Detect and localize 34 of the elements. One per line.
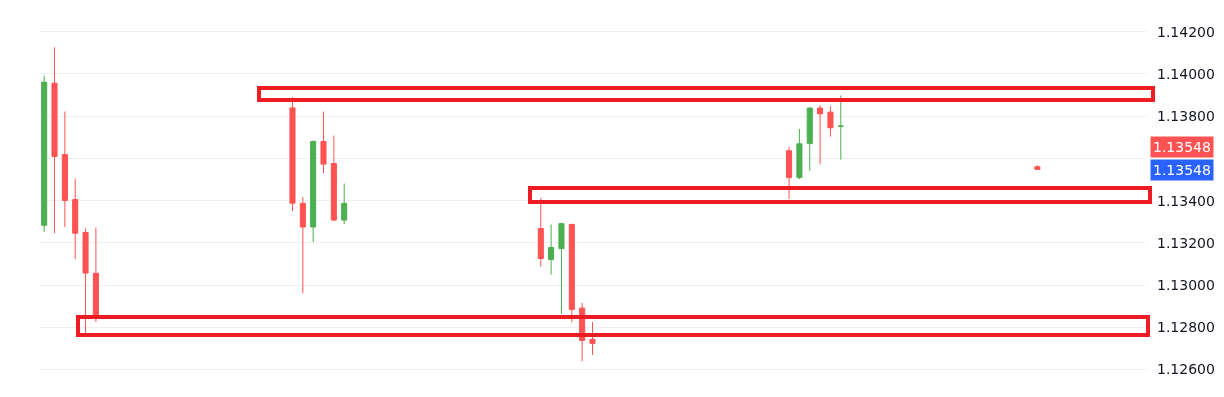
candlestick: [548, 223, 555, 276]
candlestick: [537, 197, 544, 267]
candlestick: [72, 177, 79, 260]
y-tick-label: 1.14200: [1157, 23, 1215, 40]
y-tick-label: 1.12800: [1157, 319, 1215, 336]
y-tick-label: 1.13200: [1157, 234, 1215, 251]
candlestick: [61, 111, 68, 228]
y-tick-label: 1.13800: [1157, 108, 1215, 125]
candlestick: [341, 183, 348, 225]
candlestick: [568, 223, 575, 323]
candlestick: [320, 111, 327, 174]
candlestick: [558, 222, 565, 315]
candlestick: [289, 96, 296, 212]
candlestick: [51, 46, 58, 234]
candlestick: [310, 139, 317, 243]
text: 1.13548: [1153, 139, 1211, 155]
candlestick: [817, 104, 824, 165]
text: 1.13548: [1153, 162, 1211, 178]
candlestick: [92, 226, 99, 323]
candlestick: [41, 75, 48, 233]
y-tick-label: 1.12600: [1157, 361, 1215, 378]
candlestick: [330, 135, 337, 222]
candlestick: [806, 106, 813, 172]
candlestick: [589, 321, 596, 356]
candlestick: [82, 227, 89, 335]
candlestick: [786, 146, 793, 200]
y-tick-label: 1.13400: [1157, 192, 1215, 209]
candlestick: [796, 128, 803, 180]
candlestick: [299, 196, 306, 294]
candlestick: [827, 105, 834, 138]
y-tick-label: 1.13000: [1157, 276, 1215, 293]
y-tick-label: 1.14000: [1157, 65, 1215, 82]
candlestick: [837, 94, 844, 161]
candlestick: [1034, 164, 1041, 170]
